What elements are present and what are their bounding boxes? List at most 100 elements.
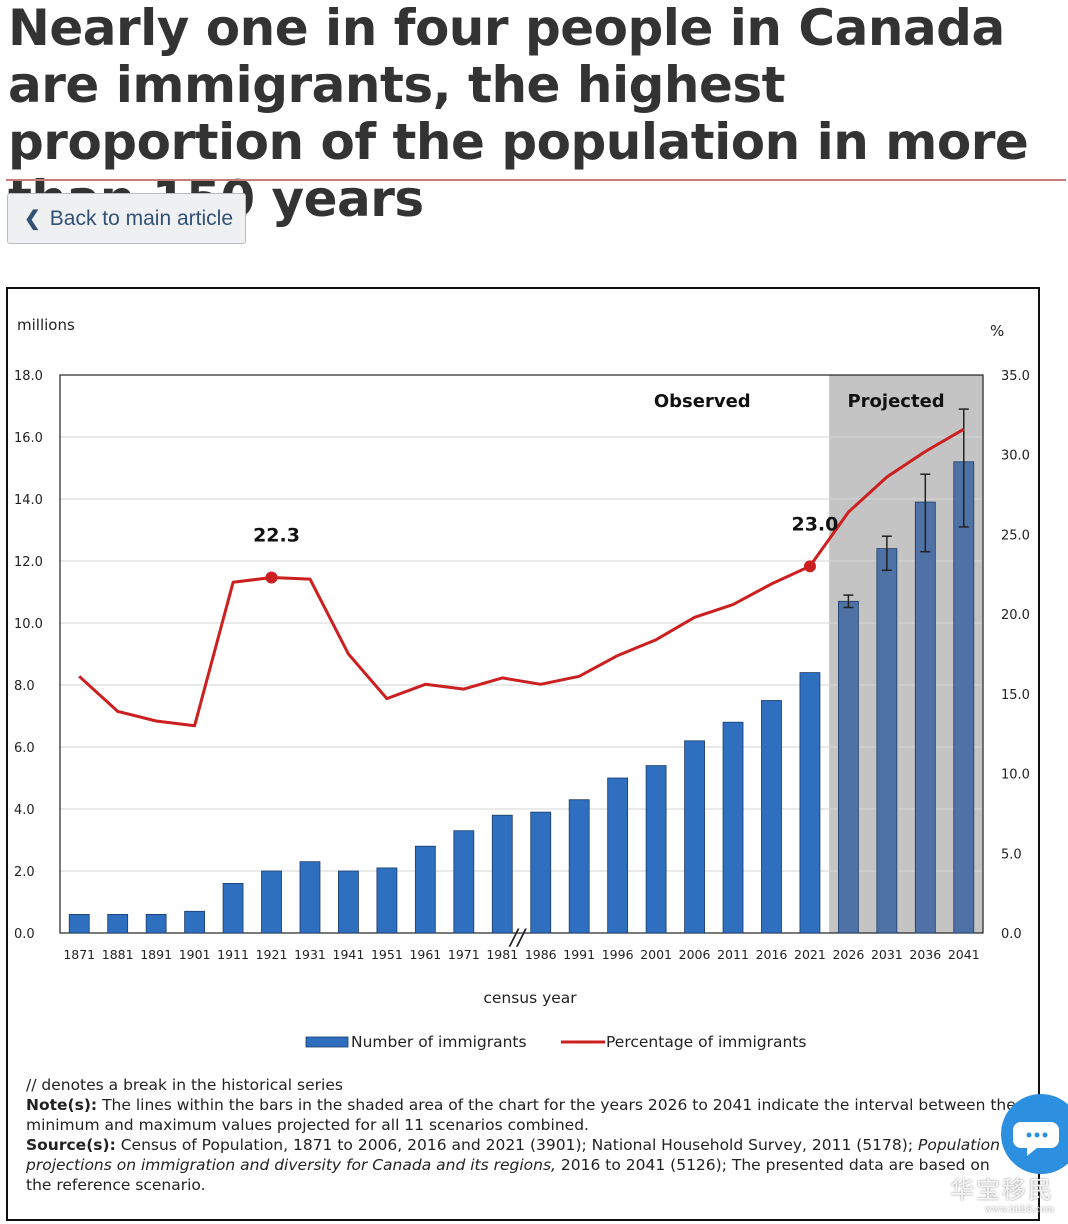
left-tick-label: 0.0 (14, 927, 35, 942)
legend-bar-label: Number of immigrants (351, 1033, 527, 1051)
bar-1991 (568, 799, 590, 934)
source-text: Census of Population, 1871 to 2006, 2016… (120, 1136, 914, 1154)
right-tick-label: 30.0 (1001, 449, 1030, 464)
bar-1891 (145, 914, 167, 934)
bar-2006 (684, 740, 705, 934)
left-tick-label: 4.0 (14, 803, 35, 818)
bar-2036 (914, 501, 936, 934)
title-divider (6, 179, 1066, 181)
percentage-line (78, 427, 965, 728)
bar-1911 (222, 883, 244, 934)
legend-bar-swatch (305, 1036, 349, 1048)
left-tick-label: 8.0 (14, 679, 35, 694)
legend-line-label: Percentage of immigrants (606, 1033, 807, 1051)
bar-1971 (453, 830, 475, 934)
x-tick-label: 2031 (871, 947, 903, 962)
bar-2016 (761, 700, 782, 934)
left-tick-label: 12.0 (14, 555, 43, 570)
source-label: Source(s): (26, 1136, 116, 1154)
note-label: Note(s): (26, 1096, 98, 1114)
back-to-main-article-button[interactable]: ❮ Back to main article (7, 193, 246, 244)
bar-1996 (607, 777, 629, 934)
bar-2031 (876, 548, 898, 934)
x-tick-label: 1911 (217, 947, 249, 962)
bar-2011 (722, 721, 744, 934)
left-tick-label: 14.0 (14, 493, 43, 508)
right-tick-label: 25.0 (1001, 528, 1030, 543)
x-tick-label: 2006 (679, 947, 711, 962)
note-paragraph: Note(s): The lines within the bars in th… (26, 1095, 1016, 1135)
x-tick-label: 1871 (63, 947, 95, 962)
watermark-main: 华宝移民 (950, 1176, 1054, 1204)
break-marker: // (508, 926, 527, 951)
right-tick-label: 10.0 (1001, 768, 1030, 783)
x-tick-label: 1881 (102, 947, 134, 962)
projected-label: Projected (847, 391, 944, 412)
right-tick-label: 15.0 (1001, 688, 1030, 703)
annotation-label-2021: 23.0 (791, 513, 838, 535)
right-axis-unit: % (990, 322, 1004, 340)
chart-notes: // denotes a break in the historical ser… (26, 1075, 1016, 1195)
right-tick-label: 20.0 (1001, 608, 1030, 623)
x-tick-label: 2016 (756, 947, 788, 962)
x-tick-label: 1981 (486, 947, 518, 962)
right-tick-label: 35.0 (1001, 369, 1030, 384)
annotation-label-1921: 22.3 (253, 524, 300, 546)
x-tick-label: 2026 (832, 947, 864, 962)
left-tick-label: 16.0 (14, 431, 43, 446)
x-axis-label: census year (483, 989, 577, 1007)
chevron-left-icon: ❮ (24, 208, 41, 230)
x-tick-label: 2021 (794, 947, 826, 962)
bar-1901 (184, 910, 206, 934)
bar-2021 (799, 672, 821, 934)
back-button-label: Back to main article (49, 206, 234, 230)
bar-2026 (837, 600, 859, 934)
x-tick-label: 1961 (409, 947, 441, 962)
x-tick-label: 1901 (179, 947, 211, 962)
left-tick-label: 10.0 (14, 617, 43, 632)
x-tick-label: 1921 (256, 947, 288, 962)
chat-bubble-icon (1013, 1122, 1059, 1156)
chat-button[interactable] (1001, 1094, 1068, 1174)
left-axis-unit: millions (17, 316, 75, 334)
x-tick-label: 2041 (948, 947, 980, 962)
source-italic: Population projections on immigration an… (26, 1136, 1000, 1174)
x-tick-label: 2036 (909, 947, 941, 962)
right-tick-label: 0.0 (1001, 927, 1022, 942)
bar-1881 (107, 914, 129, 934)
left-tick-label: 2.0 (14, 865, 35, 880)
x-tick-label: 1991 (563, 947, 595, 962)
x-tick-label: 1931 (294, 947, 326, 962)
x-tick-label: 1986 (525, 947, 557, 962)
x-tick-label: 1971 (448, 947, 480, 962)
bar-1871 (68, 914, 90, 934)
bar-1961 (414, 845, 436, 934)
chart-frame: 0.0 2.0 4.0 6.0 8.0 10.0 12.0 14.0 16.0 18.0 0.0 5.… (6, 287, 1040, 1221)
left-tick-label: 18.0 (14, 369, 43, 384)
immigrants-chart: 0.0 2.0 4.0 6.0 8.0 10.0 12.0 14.0 16.0 18.0 0.0 5.… (14, 316, 1030, 1051)
note-text: The lines within the bars in the shaded … (26, 1096, 1016, 1134)
watermark: 华宝移民 www.hbb8.com (950, 1170, 1054, 1215)
bar-2001 (645, 765, 667, 934)
bar-2041 (953, 461, 975, 934)
bar-1941 (338, 870, 359, 934)
source-tail: 2016 to 2041 (5126); The presented data … (26, 1156, 990, 1194)
x-tick-label: 1996 (602, 947, 634, 962)
observed-label: Observed (654, 391, 751, 412)
left-tick-label: 6.0 (14, 741, 35, 756)
bar-1986 (530, 811, 552, 934)
x-tick-label: 2011 (717, 947, 749, 962)
bar-1981 (491, 814, 513, 934)
x-tick-label: 2001 (640, 947, 672, 962)
bar-1951 (376, 867, 398, 934)
plot-border (59, 374, 984, 934)
source-paragraph: Source(s): Census of Population, 1871 to… (26, 1135, 1016, 1195)
x-tick-label: 1951 (371, 947, 403, 962)
bar-1921 (261, 870, 282, 934)
annotation-point-1921 (265, 571, 278, 584)
break-note: // denotes a break in the historical ser… (26, 1076, 343, 1094)
watermark-sub: www.hbb8.com (984, 1205, 1054, 1215)
right-tick-label: 5.0 (1001, 847, 1022, 862)
annotation-point-2021 (803, 560, 816, 573)
bar-1931 (299, 861, 321, 934)
